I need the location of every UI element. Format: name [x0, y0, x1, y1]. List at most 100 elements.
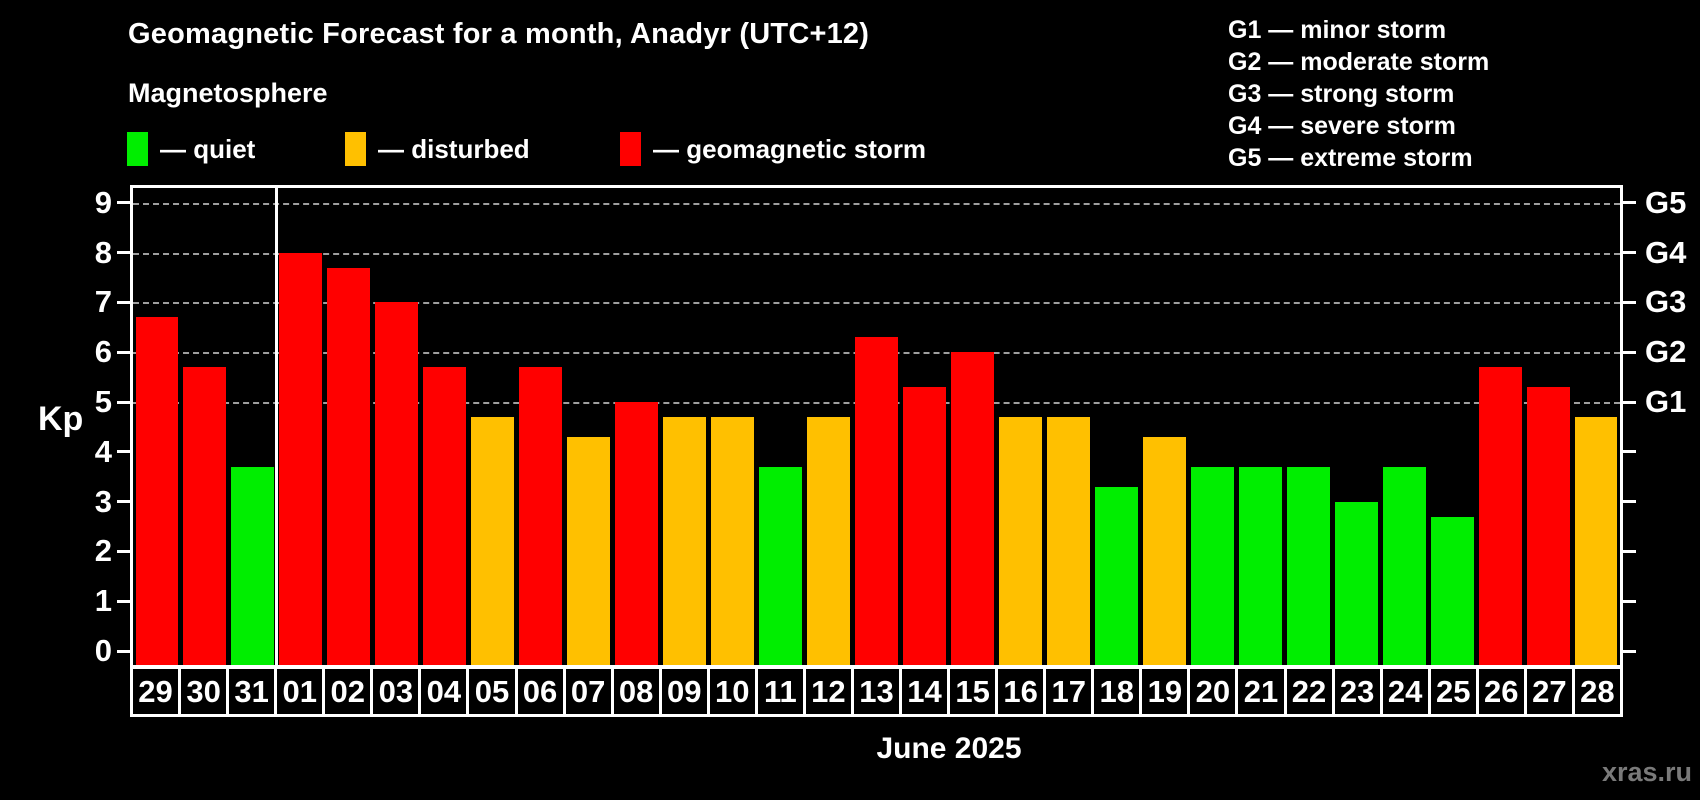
gridline-kp8 [133, 252, 1620, 255]
y-tick-label-9: 9 [94, 184, 112, 220]
kp-bar-21 [1238, 466, 1282, 665]
y-tick-label-4: 4 [94, 433, 112, 469]
day-cell-30: 30 [178, 666, 230, 717]
kp-bar-04 [423, 367, 467, 665]
chart-subtitle: Magnetosphere [128, 78, 328, 108]
y-tick-label-7: 7 [94, 284, 112, 320]
day-cell-28: 28 [1571, 666, 1623, 717]
kp-bar-05 [471, 416, 515, 665]
day-cell-10: 10 [706, 666, 758, 717]
kp-bar-08 [615, 402, 659, 665]
day-cell-17: 17 [1043, 666, 1095, 717]
day-cell-24: 24 [1379, 666, 1431, 717]
day-cell-02: 02 [322, 666, 374, 717]
legend-item-disturbed: — disturbed [345, 130, 530, 168]
day-cell-06: 06 [514, 666, 566, 717]
day-cell-09: 09 [658, 666, 710, 717]
y-tick-label-3: 3 [94, 483, 112, 519]
kp-bar-06 [519, 367, 563, 665]
g-label-G2: G2 [1645, 334, 1687, 370]
storm-color-swatch [620, 132, 641, 166]
y-tick-label-6: 6 [94, 334, 112, 370]
kp-bar-25 [1430, 516, 1474, 665]
left-tick-kp8 [117, 251, 130, 255]
kp-bar-29 [135, 317, 179, 665]
month-separator-line [275, 188, 279, 665]
kp-bar-30 [183, 367, 227, 665]
day-cell-11: 11 [754, 666, 806, 717]
day-cell-21: 21 [1235, 666, 1287, 717]
kp-bar-20 [1190, 466, 1234, 665]
y-axis-title: Kp [38, 400, 84, 438]
g-legend-line-5: G5 — extreme storm [1228, 144, 1473, 172]
kp-bar-27 [1526, 387, 1570, 665]
y-tick-label-5: 5 [94, 384, 112, 419]
left-tick-kp6 [117, 350, 130, 354]
y-tick-label-0: 0 [94, 633, 112, 668]
kp-bar-14 [902, 387, 946, 665]
right-tick-kp4 [1623, 450, 1636, 454]
kp-bar-13 [855, 337, 898, 665]
day-cell-18: 18 [1091, 666, 1143, 717]
legend-item-storm: — geomagnetic storm [620, 130, 926, 168]
x-axis-title: June 2025 [876, 732, 1022, 765]
legend-label-disturbed: — disturbed [378, 133, 530, 164]
kp-bar-09 [663, 416, 707, 665]
kp-bar-31 [231, 466, 275, 665]
right-tick-kp1 [1623, 599, 1636, 603]
day-cell-16: 16 [995, 666, 1047, 717]
kp-bar-17 [1046, 416, 1090, 665]
gridline-kp9 [133, 202, 1620, 205]
left-tick-kp2 [117, 549, 130, 553]
watermark: xras.ru [1601, 757, 1692, 787]
g-label-G3: G3 [1645, 284, 1687, 320]
disturbed-color-swatch [345, 132, 366, 166]
y-tick-label-1: 1 [94, 583, 112, 619]
right-tick-kp2 [1623, 549, 1636, 553]
kp-bar-15 [950, 352, 994, 665]
x-axis-day-labels: 29 30 31 01 02 03 04 05 06 07 08 09 10 11 12 13 14 15 16 17… [130, 666, 1623, 717]
kp-bar-19 [1142, 436, 1186, 665]
legend-label-storm: — geomagnetic storm [653, 133, 927, 164]
day-cell-26: 26 [1475, 666, 1527, 717]
day-cell-15: 15 [947, 666, 999, 717]
day-cell-14: 14 [899, 666, 951, 717]
g-legend-line-1: G1 — minor storm [1228, 16, 1447, 44]
right-tick-kp3 [1623, 500, 1636, 504]
gridline-kp7 [133, 302, 1620, 305]
left-tick-kp9 [117, 201, 130, 205]
g-label-G5: G5 [1645, 184, 1687, 220]
day-cell-22: 22 [1283, 666, 1335, 717]
day-cell-25: 25 [1427, 666, 1479, 717]
kp-bar-28 [1574, 416, 1618, 665]
right-tick-kp9 [1623, 201, 1636, 205]
day-cell-23: 23 [1331, 666, 1383, 717]
day-cell-12: 12 [802, 666, 854, 717]
quiet-color-swatch [127, 132, 148, 166]
day-cell-13: 13 [850, 666, 902, 717]
kp-bar-10 [711, 416, 755, 665]
day-cell-05: 05 [466, 666, 518, 717]
day-cell-04: 04 [418, 666, 470, 717]
y-tick-label-8: 8 [94, 234, 112, 270]
kp-bar-12 [807, 416, 850, 665]
left-tick-kp4 [117, 450, 130, 454]
right-tick-kp7 [1623, 300, 1636, 304]
kp-bar-11 [759, 466, 803, 665]
g-legend-line-3: G3 — strong storm [1228, 80, 1455, 108]
day-cell-29: 29 [130, 666, 182, 717]
y-tick-label-2: 2 [94, 533, 112, 569]
left-tick-kp0 [117, 649, 130, 653]
kp-bar-02 [327, 267, 371, 665]
left-tick-kp3 [117, 500, 130, 504]
kp-bar-18 [1094, 486, 1138, 665]
left-tick-kp7 [117, 300, 130, 304]
kp-bar-16 [998, 416, 1042, 665]
kp-bar-23 [1334, 501, 1378, 665]
day-cell-03: 03 [370, 666, 422, 717]
plot-area [117, 185, 1636, 668]
day-cell-31: 31 [226, 666, 278, 717]
g-legend-line-2: G2 — moderate storm [1228, 48, 1490, 76]
day-cell-27: 27 [1523, 666, 1575, 717]
